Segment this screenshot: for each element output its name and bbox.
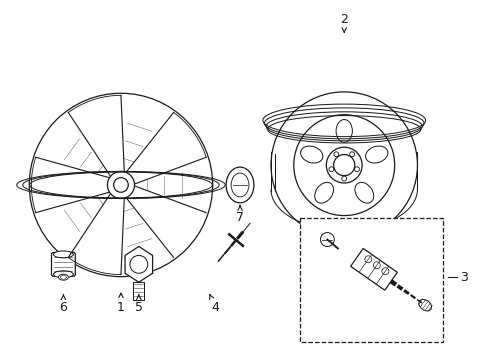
Circle shape	[130, 255, 147, 273]
Text: 3: 3	[459, 271, 467, 284]
Polygon shape	[125, 247, 152, 282]
Text: 5: 5	[135, 295, 142, 314]
FancyBboxPatch shape	[51, 252, 75, 276]
Text: 7: 7	[236, 206, 244, 224]
Circle shape	[320, 233, 334, 247]
Polygon shape	[350, 248, 397, 290]
Ellipse shape	[225, 167, 253, 203]
Bar	[299, 218, 443, 342]
Ellipse shape	[418, 300, 431, 311]
Text: 2: 2	[340, 13, 347, 32]
Text: 4: 4	[209, 295, 219, 314]
Text: 1: 1	[117, 293, 124, 314]
Ellipse shape	[53, 251, 73, 258]
Bar	[133, 282, 144, 300]
Ellipse shape	[59, 274, 68, 280]
Text: 6: 6	[60, 295, 67, 314]
Ellipse shape	[53, 271, 73, 278]
